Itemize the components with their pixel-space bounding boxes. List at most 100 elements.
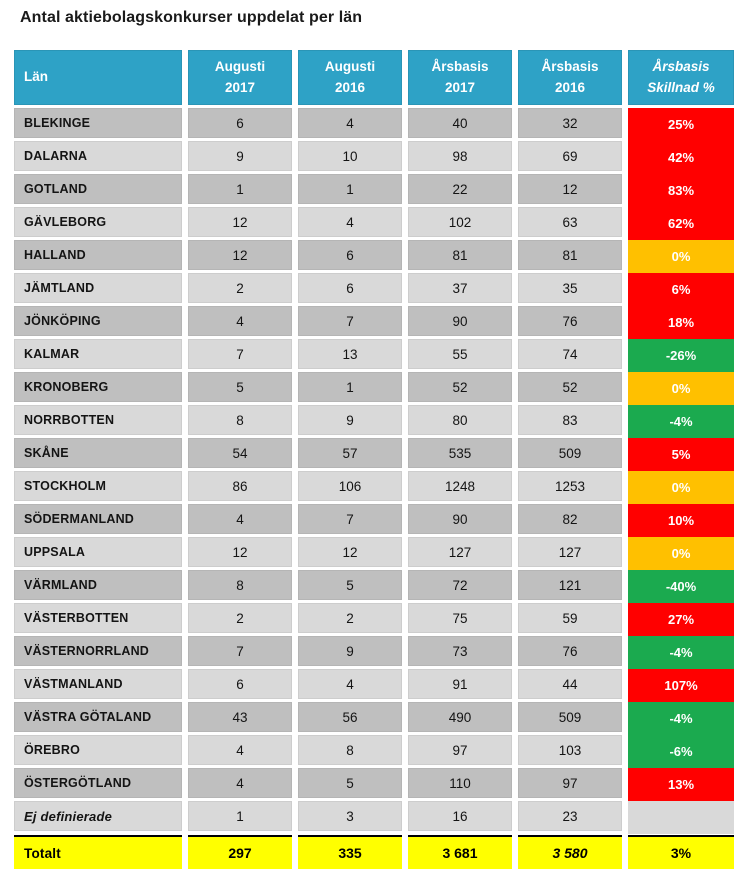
value-arsbasis-2016: 76 [518,306,622,339]
value-arsbasis-2017: 127 [408,537,512,570]
skillnad-percent: 0% [628,240,734,273]
value-arsbasis-2016: 121 [518,570,622,603]
value-augusti-2016: 106 [298,471,402,504]
value-arsbasis-2016: 127 [518,537,622,570]
column-header-label: 2017 [444,79,476,95]
value-arsbasis-2016: 59 [518,603,622,636]
value-arsbasis-2017: 40 [408,108,512,141]
value-augusti-2016: 7 [298,306,402,339]
county-name: VÄSTRA GÖTALAND [14,702,182,735]
value-arsbasis-2017: 1248 [408,471,512,504]
value-augusti-2017: 12 [188,537,292,570]
value-augusti-2017: 12 [188,240,292,273]
value-augusti-2017: 8 [188,570,292,603]
county-name: ÖREBRO [14,735,182,768]
skillnad-percent: -4% [628,636,734,669]
table-row: UPPSALA 12 12 127 127 0% [14,537,734,570]
value-arsbasis-2016: 69 [518,141,622,174]
table-row: ÖREBRO 4 8 97 103 -6% [14,735,734,768]
skillnad-percent: 42% [628,141,734,174]
column-header-label: 2016 [554,79,586,95]
value-augusti-2017: 4 [188,504,292,537]
skillnad-percent: 62% [628,207,734,240]
total-augusti-2017: 297 [188,835,292,869]
value-arsbasis-2016: 83 [518,405,622,438]
value-arsbasis-2016: 44 [518,669,622,702]
value-arsbasis-2017: 535 [408,438,512,471]
value-augusti-2017: 7 [188,636,292,669]
value-arsbasis-2017: 97 [408,735,512,768]
column-header-arsbasis-2017: Årsbasis 2017 [408,50,512,108]
value-augusti-2016: 5 [298,768,402,801]
skillnad-percent: 25% [628,108,734,141]
county-name: VÄRMLAND [14,570,182,603]
value-augusti-2017: 1 [188,801,292,834]
value-arsbasis-2017: 81 [408,240,512,273]
county-name: VÄSTERBOTTEN [14,603,182,636]
column-header-label: Årsbasis [541,59,599,75]
value-arsbasis-2016: 63 [518,207,622,240]
value-augusti-2017: 8 [188,405,292,438]
value-augusti-2016: 9 [298,636,402,669]
table-row: KALMAR 7 13 55 74 -26% [14,339,734,372]
county-name: JÄMTLAND [14,273,182,306]
county-name: BLEKINGE [14,108,182,141]
value-arsbasis-2017: 73 [408,636,512,669]
county-name: DALARNA [14,141,182,174]
value-augusti-2016: 4 [298,108,402,141]
value-augusti-2016: 6 [298,240,402,273]
value-arsbasis-2017: 102 [408,207,512,240]
value-augusti-2016: 7 [298,504,402,537]
value-augusti-2016: 13 [298,339,402,372]
bankruptcy-table: Län Augusti 2017 Augusti 2016 Årsbasis 2… [14,50,734,869]
value-augusti-2017: 4 [188,306,292,339]
table-row: VÄRMLAND 8 5 72 121 -40% [14,570,734,603]
county-name: GOTLAND [14,174,182,207]
value-arsbasis-2016: 103 [518,735,622,768]
column-header-label: 2016 [334,79,366,95]
value-augusti-2017: 4 [188,768,292,801]
county-name: KRONOBERG [14,372,182,405]
value-augusti-2016: 3 [298,801,402,834]
value-augusti-2016: 57 [298,438,402,471]
value-augusti-2017: 1 [188,174,292,207]
table-row: KRONOBERG 5 1 52 52 0% [14,372,734,405]
column-header-label: Län [24,69,49,85]
column-header-label: Skillnad % [647,79,715,95]
value-arsbasis-2016: 1253 [518,471,622,504]
county-name: HALLAND [14,240,182,273]
table-row: VÄSTRA GÖTALAND 43 56 490 509 -4% [14,702,734,735]
skillnad-percent: 13% [628,768,734,801]
value-augusti-2017: 54 [188,438,292,471]
county-name: ÖSTERGÖTLAND [14,768,182,801]
skillnad-percent: -4% [628,702,734,735]
table-row: GÄVLEBORG 12 4 102 63 62% [14,207,734,240]
column-header-label: Augusti [324,59,376,75]
value-augusti-2017: 6 [188,669,292,702]
value-arsbasis-2017: 52 [408,372,512,405]
column-header-label: Årsbasis [652,59,710,75]
value-arsbasis-2016: 74 [518,339,622,372]
county-name: NORRBOTTEN [14,405,182,438]
skillnad-percent [628,801,734,834]
skillnad-percent: -4% [628,405,734,438]
skillnad-percent: -26% [628,339,734,372]
value-augusti-2017: 12 [188,207,292,240]
skillnad-percent: 18% [628,306,734,339]
value-augusti-2016: 4 [298,669,402,702]
value-augusti-2017: 9 [188,141,292,174]
value-augusti-2016: 1 [298,174,402,207]
value-augusti-2017: 2 [188,603,292,636]
value-arsbasis-2017: 98 [408,141,512,174]
value-arsbasis-2017: 75 [408,603,512,636]
table-row: NORRBOTTEN 8 9 80 83 -4% [14,405,734,438]
table-header-row: Län Augusti 2017 Augusti 2016 Årsbasis 2… [14,50,734,108]
value-arsbasis-2017: 91 [408,669,512,702]
table-row: VÄSTERBOTTEN 2 2 75 59 27% [14,603,734,636]
column-header-label: Årsbasis [431,59,489,75]
county-name: STOCKHOLM [14,471,182,504]
value-arsbasis-2016: 97 [518,768,622,801]
value-arsbasis-2016: 32 [518,108,622,141]
value-augusti-2016: 4 [298,207,402,240]
